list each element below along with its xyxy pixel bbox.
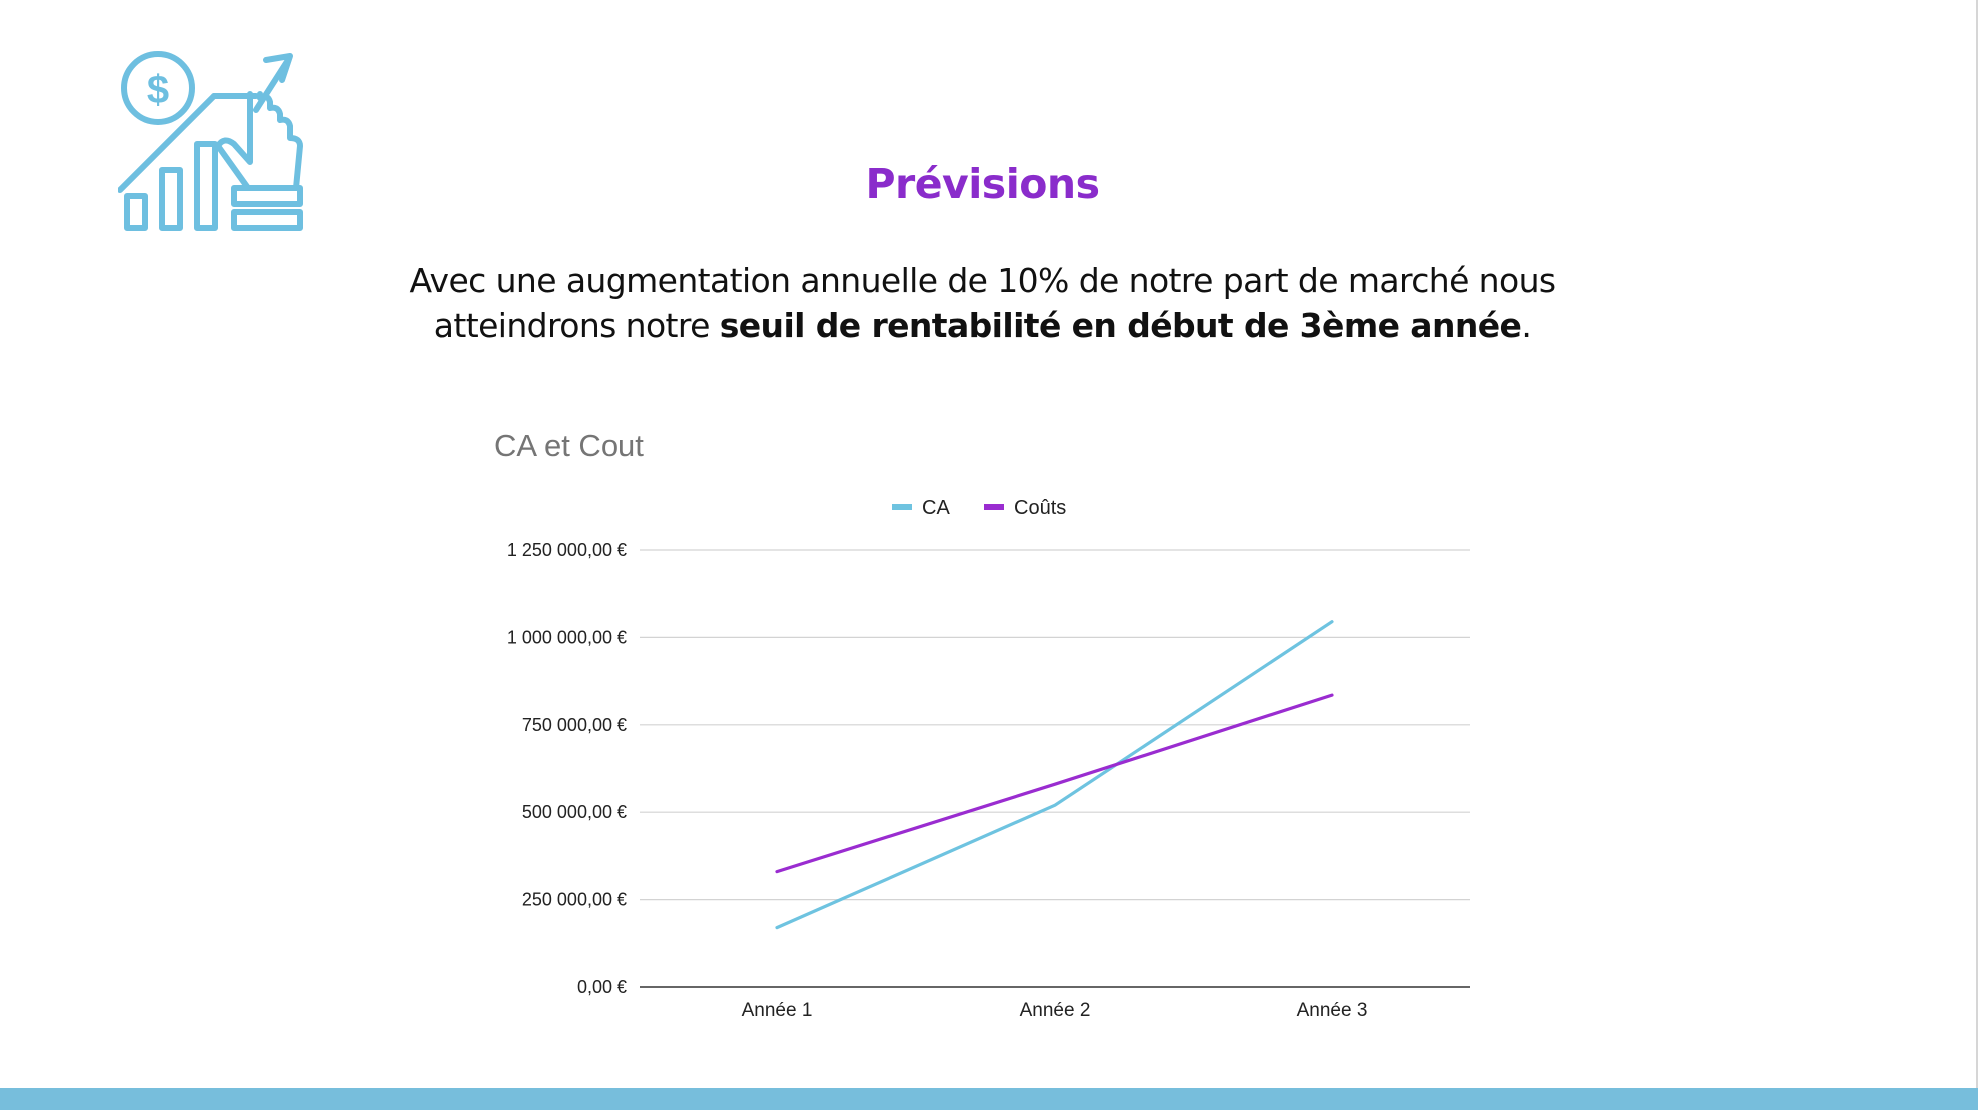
series-line-ca [775, 620, 1334, 930]
chart-title: CA et Cout [494, 428, 644, 463]
y-tick-label: 250 000,00 € [522, 890, 627, 910]
x-tick-label: Année 1 [742, 1000, 813, 1021]
x-tick-label: Année 3 [1297, 1000, 1368, 1021]
line-chart: CA et Cout CA Coûts 0,00 € 250 000,00 € 500… [494, 428, 1470, 1021]
chart-legend: CA Coûts [892, 497, 1066, 519]
svg-text:$: $ [147, 68, 169, 112]
y-tick-label: 500 000,00 € [522, 802, 627, 822]
legend-label: CA [922, 497, 950, 519]
chart-grid [640, 549, 1470, 988]
legend-swatch [892, 504, 912, 510]
x-axis-labels: Année 1 Année 2 Année 3 [742, 1000, 1368, 1021]
x-tick-label: Année 2 [1020, 1000, 1091, 1021]
legend-label: Coûts [1014, 497, 1066, 519]
bottom-accent-bar [0, 1088, 1978, 1110]
y-axis-labels: 0,00 € 250 000,00 € 500 000,00 € 750 000,00… [507, 540, 627, 997]
y-tick-label: 1 250 000,00 € [507, 540, 627, 560]
y-tick-label: 0,00 € [577, 977, 627, 997]
growth-chart-hand-dollar-icon: $ [117, 50, 304, 236]
y-tick-label: 1 000 000,00 € [507, 627, 627, 647]
subtitle-emphasis: seuil de rentabilité en début de 3ème an… [719, 306, 1522, 345]
series-line-couts [775, 693, 1334, 874]
page-subtitle: Avec une augmentation annuelle de 10% de… [380, 258, 1585, 348]
y-tick-label: 750 000,00 € [522, 715, 627, 735]
legend-swatch [984, 504, 1004, 510]
chart-series [775, 620, 1334, 930]
page-title: Prévisions [865, 160, 1100, 208]
subtitle-text: Avec une augmentation annuelle de 10% de… [409, 261, 1556, 345]
subtitle-end: . [1521, 306, 1532, 345]
